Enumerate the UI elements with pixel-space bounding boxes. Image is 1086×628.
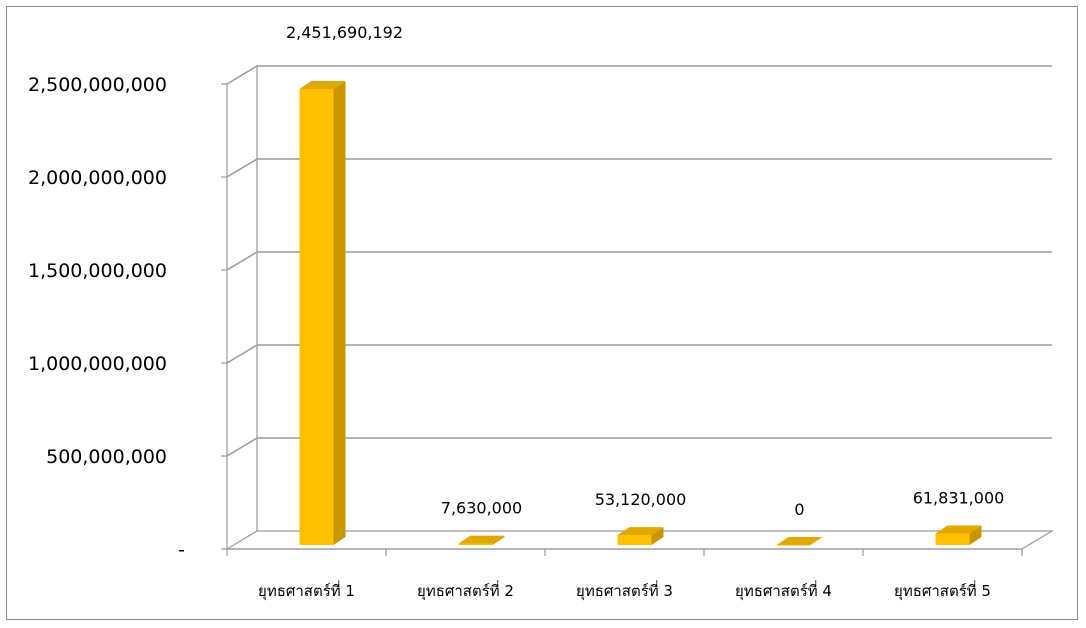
gridline [226, 65, 1052, 85]
x-tick-label: ยุทธศาสตร์ที่ 3 [576, 580, 673, 601]
chart-walls [224, 66, 1055, 550]
y-tick-label: 1,000,000,000 [28, 353, 167, 375]
bar [776, 537, 823, 546]
bar-top [935, 525, 982, 534]
bar-front [776, 545, 811, 546]
bar-front [935, 533, 970, 545]
y-tick-label: 1,500,000,000 [28, 260, 167, 282]
y-tick-label: 500,000,000 [46, 446, 167, 468]
bar-side [333, 80, 346, 545]
x-tick-label: ยุทธศาสตร์ที่ 1 [258, 580, 355, 601]
gridline [226, 251, 1052, 271]
gridline [226, 158, 1052, 178]
x-axis: ยุทธศาสตร์ที่ 1 ยุทธศาสตร์ที่ 2 ยุทธศาสตร์… [226, 548, 1023, 601]
bar-front [617, 535, 652, 545]
data-label: 61,831,000 [913, 488, 1005, 507]
x-tick-label: ยุทธศาสตร์ที่ 2 [417, 580, 514, 601]
gridlines [226, 65, 1052, 457]
data-labels: 2,451,690,192 7,630,000 53,120,000 0 61,831,… [286, 23, 1004, 519]
bar-side [651, 527, 664, 545]
gridline [226, 437, 1052, 457]
y-tick-label: 2,000,000,000 [28, 167, 167, 189]
bar [617, 527, 664, 545]
y-axis-tick-labels: - 500,000,000 1,000,000,000 1,500,000,000 2,… [28, 74, 227, 561]
bars [299, 80, 982, 546]
bar [935, 525, 982, 545]
bar-top [776, 537, 823, 545]
bar [458, 535, 505, 545]
bar-top [299, 80, 346, 89]
data-label: 53,120,000 [595, 490, 687, 509]
bar-top [458, 535, 505, 544]
y-tick-label: - [178, 539, 185, 561]
bar-front [458, 543, 493, 545]
data-label: 2,451,690,192 [286, 23, 403, 42]
bar [299, 80, 346, 545]
data-label: 0 [794, 500, 804, 519]
y-tick-label: 2,500,000,000 [28, 74, 167, 96]
bar-side [969, 525, 982, 545]
gridline [226, 344, 1052, 364]
bar-top [617, 527, 664, 536]
x-tick-label: ยุทธศาสตร์ที่ 5 [894, 580, 991, 601]
bar-front [299, 88, 334, 545]
data-label: 7,630,000 [441, 499, 522, 518]
bar-side [492, 535, 505, 545]
x-tick-label: ยุทธศาสตร์ที่ 4 [735, 580, 832, 601]
chart-frame [6, 6, 1078, 620]
